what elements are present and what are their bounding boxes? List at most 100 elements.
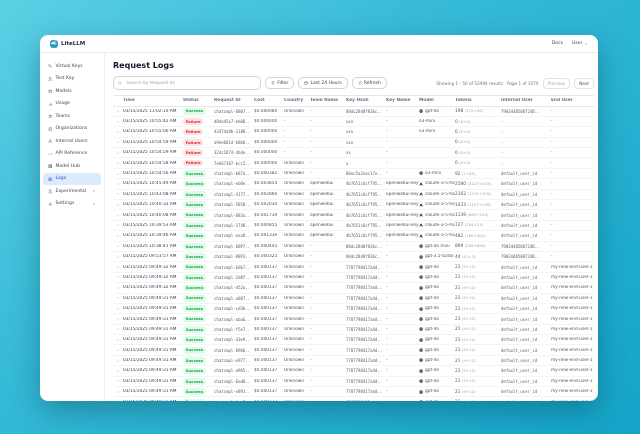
table-row[interactable]: 03/15/2025 11:02:10 AM Success chatcmpl-88… [113,107,594,117]
table-row[interactable]: 03/15/2025 10:40:08 AM Success chatcmpl-88… [113,210,594,221]
chevron-right-icon[interactable] [113,275,123,279]
table-row[interactable]: 03/15/2025 09:49:32 AM Success chatcmpl-2d… [113,273,594,284]
table-row[interactable]: 03/15/2025 10:54:58 AM Failure 7eb67387-bc… [113,158,594,169]
sidebar-item-teams[interactable]: Teams [43,110,101,123]
chevron-right-icon[interactable] [113,255,123,259]
model: gpt-4o [419,327,455,332]
chevron-right-icon[interactable] [113,120,123,124]
sidebar-item-usage[interactable]: Usage [43,98,101,111]
openai-icon [419,400,423,401]
status-badge: Success [183,201,206,209]
internal-user: default_user_id [501,378,538,384]
sidebar-item-settings[interactable]: Settings [43,198,101,211]
chevron-right-icon[interactable] [113,234,123,238]
table-row[interactable]: 03/15/2025 10:55:42 AM Failure d8da45e7-eb… [113,117,594,128]
table-row[interactable]: 03/15/2025 09:49:31 AM Success chatcmpl-e9… [113,356,594,367]
table-row[interactable]: 03/15/2025 09:49:31 AM Success chatcmpl-cd… [113,304,594,315]
filter-button[interactable]: Filter [265,77,295,89]
chevron-right-icon[interactable] [113,140,123,144]
next-page-button[interactable]: Next [574,77,594,89]
table-row[interactable]: 03/15/2025 09:49:31 AM Success chatcmpl-a9… [113,366,594,377]
table-row[interactable]: 03/15/2025 10:54:59 AM Failure 324c1874-4b… [113,148,594,159]
tokens-detail: (9+12) [461,347,476,353]
log-time: 03/15/2025 09:49:31 AM [123,400,183,401]
chevron-right-icon[interactable] [113,400,123,401]
chevron-right-icon[interactable] [113,161,123,165]
sidebar-item-model-hub[interactable]: Model Hub [43,160,101,173]
user-menu[interactable]: User [572,41,588,46]
tokens-detail: (9+12) [461,316,476,321]
chevron-right-icon[interactable] [113,390,123,394]
table-row[interactable]: 03/15/2025 09:49:31 AM Success chatcmpl-43… [113,335,594,346]
chevron-right-icon[interactable] [113,369,123,373]
previous-page-button[interactable]: Previous [542,77,571,89]
sidebar-item-test-key[interactable]: Test Key [43,73,101,86]
chevron-right-icon[interactable] [113,359,123,363]
chevron-right-icon[interactable] [113,109,123,113]
chevron-right-icon[interactable] [113,286,123,290]
refresh-button[interactable]: Refresh [351,77,387,89]
sidebar-item-api-reference[interactable]: API Reference [43,148,101,161]
table-row[interactable]: 03/15/2025 10:39:46 AM Success chatcmpl-ex… [113,231,594,242]
chevron-right-icon[interactable] [113,307,123,311]
table-row[interactable]: 03/15/2025 10:43:08 AM Success chatcmpl-41… [113,190,594,201]
chevron-right-icon[interactable] [113,296,123,300]
table-row[interactable]: 03/15/2025 09:49:31 AM Success chatcmpl-89… [113,345,594,356]
table-row[interactable]: 03/15/2025 09:49:31 AM Success chatcmpl-f5… [113,325,594,336]
table-row[interactable]: 03/15/2025 09:49:31 AM Success chatcmpl-a0… [113,294,594,304]
search-input[interactable] [124,79,256,87]
brand[interactable]: 🚅 LiteLLM [50,39,85,48]
chevron-right-icon[interactable] [113,192,123,196]
chevron-right-icon[interactable] [113,379,123,383]
table-row[interactable]: 03/15/2025 09:49:31 AM Success chatcmpl-6e… [113,377,594,388]
log-time: 03/15/2025 10:54:59 AM [123,150,177,156]
chevron-right-icon[interactable] [113,130,123,134]
chevron-right-icon[interactable] [113,327,123,331]
table-row[interactable]: 03/15/2025 10:55:00 AM Failure 43474a9b-31… [113,127,594,138]
time-range-button[interactable]: Last 24 Hours [298,77,348,89]
table-row[interactable]: 03/15/2025 10:40:33 AM Success chatcmpl-58… [113,200,594,211]
chevron-right-icon[interactable] [113,317,123,321]
table-row[interactable]: 03/15/2025 09:49:31 AM Success chatcmpl-e8… [113,387,594,398]
table-row[interactable]: 03/15/2025 09:49:32 AM Success chatcmpl-d5… [113,283,594,294]
docs-link[interactable]: Docs [551,41,564,46]
cost: $0.000000 [254,150,278,156]
sidebar-item-models[interactable]: Models [43,85,101,98]
chevron-right-icon[interactable] [113,223,123,227]
key-name: - [386,400,419,401]
sidebar-item-organizations[interactable]: Organizations [43,123,101,136]
table-row[interactable]: 03/15/2025 10:38:41 AM Success chatcmpl-88… [113,242,594,252]
chevron-right-icon[interactable] [113,348,123,352]
key-name: - [386,129,388,135]
end-user: my-new-end-user-1 [551,347,593,353]
request-id: chatcmpl-6ed8.. [214,378,251,384]
request-id: chatcmpl-6db7.. [214,264,251,270]
chevron-right-icon[interactable] [113,182,123,186]
table-row[interactable]: 03/15/2025 09:53:57 AM Success chatcmpl-88… [113,252,594,263]
chevron-right-icon[interactable] [113,265,123,269]
key-name: - [386,119,388,125]
chevron-right-icon[interactable] [113,172,123,176]
chevron-down-icon[interactable] [113,213,123,217]
internal-user: - [501,160,504,166]
tokens-detail: (9+12) [461,378,476,384]
table-row[interactable]: 03/15/2025 09:49:31 AM Success chatcmpl-ab… [113,314,594,325]
chevron-right-icon[interactable] [113,151,123,155]
table-row[interactable]: 03/15/2025 10:54:56 AM Success chatcmpl-b8… [113,169,594,180]
chevron-right-icon[interactable] [113,244,123,248]
sidebar-item-logs[interactable]: Logs [43,172,101,185]
sidebar-item-virtual-keys[interactable]: Virtual Keys [43,60,101,73]
chevron-down-icon[interactable] [113,203,123,207]
table-row[interactable]: 03/15/2025 10:45:49 AM Success chatcmpl-eb… [113,179,594,190]
search-box[interactable] [113,76,261,90]
table-row[interactable]: 03/15/2025 10:54:59 AM Failure a9ee681d-b8… [113,138,594,149]
anthropic-icon [419,223,423,227]
sidebar-item-internal-users[interactable]: Internal Users [43,135,101,148]
sidebar-item-experimental[interactable]: Experimental [43,185,101,198]
tokens: 21 (9+12) [455,337,501,343]
end-user: my-new-end-user-1 [551,295,593,301]
chevron-right-icon[interactable] [113,338,123,342]
table-row[interactable]: 03/15/2025 10:39:53 AM Success chatcmpl-17… [113,221,594,232]
table-row[interactable]: 03/15/2025 09:49:32 AM Success chatcmpl-6d… [113,262,594,273]
